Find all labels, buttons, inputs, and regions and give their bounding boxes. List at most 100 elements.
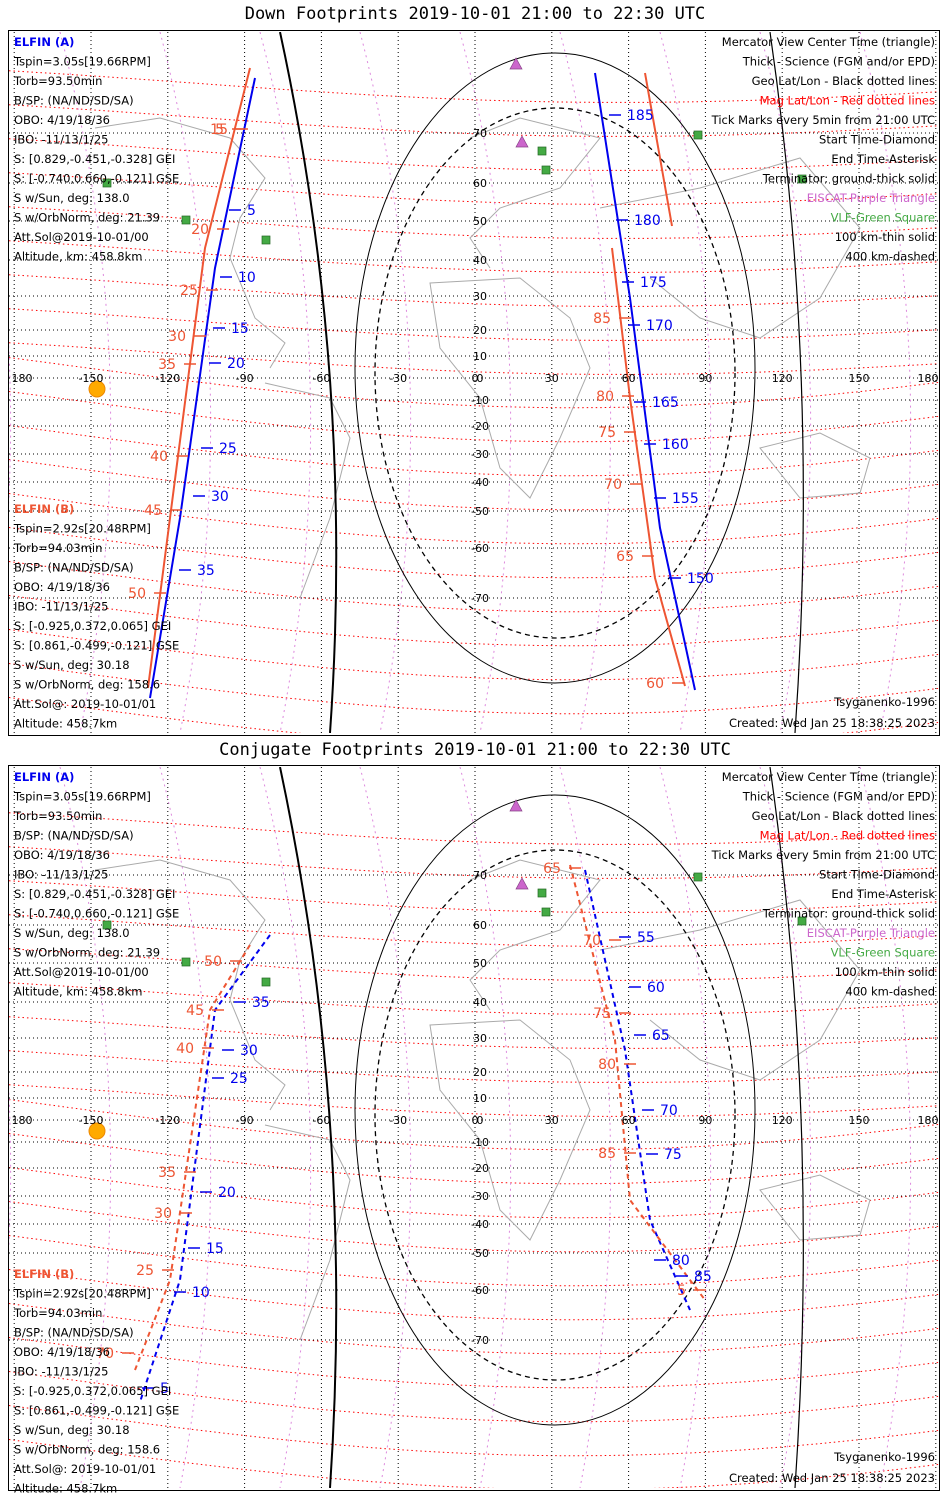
legend-line: Mag Lat/Lon - Red dotted lines (760, 829, 935, 843)
mag-lat-line (9, 1371, 939, 1423)
track-tick-label: 5 (247, 203, 256, 219)
track-tick-label: 80 (596, 389, 614, 405)
elfin-b-info-line: OBO: 4/19/18/36 (14, 580, 110, 594)
elfin-b-info-line: Altitude: 458.7km (14, 717, 117, 731)
lat-tick-label: 60 (473, 919, 487, 932)
vlf-square-icon (537, 888, 547, 898)
vlf-square-icon (797, 916, 807, 926)
lon-tick-label: 180 (918, 372, 939, 385)
lat-tick-label: 50 (473, 215, 487, 228)
track-tick-label: 35 (158, 357, 176, 373)
track-tick-label: 25 (136, 1263, 154, 1279)
mag-lat-line (9, 342, 939, 375)
track-tick-label: 60 (646, 676, 664, 692)
elfin-a-info-line: IBO: -11/13/1/25 (14, 868, 108, 882)
lat-tick-label: -50 (471, 1247, 489, 1260)
track-elfin-a-west (149, 77, 256, 699)
elfin-b-info-line: S w/OrbNorm, deg: 158.6 (14, 1443, 160, 1457)
legend-line: Geo Lat/Lon - Black dotted lines (752, 809, 935, 823)
coastline (264, 1124, 351, 1341)
mag-lat-line (9, 1016, 939, 1049)
mag-lat-line (9, 629, 939, 681)
eiscat-triangle-icon (515, 877, 529, 890)
terminator-curve (769, 32, 804, 733)
mag-lat-line (9, 1133, 939, 1185)
elfin-b-info-line: IBO: -11/13/1/25 (14, 600, 108, 614)
elfin-a-info-line: S w/OrbNorm, deg: 21.39 (14, 211, 160, 225)
sun-icon (88, 1122, 106, 1140)
lat-tick-label: 30 (473, 1032, 487, 1045)
legend-line: VLF-Green Square (831, 211, 935, 225)
track-tick-label: 155 (672, 491, 699, 507)
mag-lat-line (9, 1167, 939, 1219)
legend-line: Mercator View Center Time (triangle) (722, 770, 935, 784)
coastline (429, 277, 591, 499)
coastline (759, 432, 871, 499)
track-elfin-b-west (147, 67, 251, 689)
legend-line: Terminator: ground-thick solid (762, 172, 935, 186)
mag-lat-line (9, 812, 939, 845)
track-elfin-b-west (134, 944, 251, 1371)
vlf-square-icon (797, 174, 807, 184)
track-tick-label: 10 (192, 1285, 210, 1301)
mag-lat-line (9, 274, 939, 307)
elfin-a-info-line: Tspin=3.05s[19.66RPM] (13, 790, 151, 804)
elfin-b-info-line: Att.Sol@: 2019-10-01/01 (14, 1462, 156, 1476)
elfin-b-info-line: B/SP: (NA/ND/SD/SA) (14, 561, 134, 575)
terminator-curve (769, 767, 804, 1488)
mag-lon-line (159, 767, 212, 1488)
mag-lon-line (59, 767, 112, 1488)
elfin-a-info-line: S: [-0.740,0.660,-0.121] GSE (14, 172, 179, 186)
lon-tick-label: 30 (545, 1114, 559, 1127)
track-tick-label: 15 (206, 1241, 224, 1257)
eiscat-triangle-icon (509, 799, 523, 812)
lon-tick-label: 0 (472, 1114, 479, 1127)
elfin-a-info-line: Torb=93.50min (13, 809, 102, 823)
track-tick-label: 70 (96, 1346, 114, 1362)
elfin-b-info-line: Att.Sol@: 2019-10-01/01 (14, 697, 156, 711)
model-label: Tsyganenko-1996 (833, 695, 935, 709)
lat-tick-label: -40 (471, 1218, 489, 1231)
lon-tick-label: 30 (545, 372, 559, 385)
lat-tick-label: -40 (471, 476, 489, 489)
elfin-a-info-line: S w/Sun, deg: 138.0 (14, 926, 130, 940)
track-tick-label: 5 (677, 1283, 686, 1299)
elfin-a-info-line: Tspin=3.05s[19.66RPM] (13, 55, 151, 69)
legend-line: EISCAT-Purple Triangle (807, 926, 935, 940)
lon-tick-label: 180 (12, 1114, 33, 1127)
mag-lat-line (9, 70, 939, 103)
track-tick-label: 70 (604, 477, 622, 493)
lat-tick-label: -70 (471, 592, 489, 605)
elfin-b-info-line: S: [0.861,-0.499,-0.121] GSE (14, 639, 179, 653)
mag-lat-line (9, 982, 939, 1015)
elfin-a-title: ELFIN (A) (14, 770, 74, 784)
map-frame-conjugate (8, 765, 940, 1491)
track-tick-label: 65 (616, 549, 634, 565)
mag-lat-line (9, 1439, 939, 1488)
legend-line: Tick Marks every 5min from 21:00 UTC (711, 113, 935, 127)
lat-tick-label: 10 (473, 1092, 487, 1105)
mag-lon-line (259, 32, 312, 733)
legend-line: 100 km-thin solid (835, 965, 935, 979)
elfin-b-info-line: B/SP: (NA/ND/SD/SA) (14, 1326, 134, 1340)
elfin-a-info-line: Torb=93.50min (13, 74, 102, 88)
created-timestamp: Created: Wed Jan 25 18:38:25 2023 (729, 716, 935, 730)
lon-tick-label: 0 (472, 372, 479, 385)
track-elfin-a-east (584, 869, 691, 1311)
elfin-a-title: ELFIN (A) (14, 35, 74, 49)
lat-tick-label: 10 (473, 350, 487, 363)
track-tick-label: 30 (168, 329, 186, 345)
coastline (94, 117, 286, 369)
mag-lat-line (9, 663, 939, 715)
lat-tick-label: 0 (477, 1114, 484, 1127)
lat-tick-label: 0 (477, 372, 484, 385)
track-tick-label: 35 (158, 1165, 176, 1181)
map-down: 180 -150 -120 -90 -60 -30 0 30 60 90 120 150 1807060… (9, 32, 939, 733)
track-tick-label: 185 (627, 108, 654, 124)
legend-line: Start Time-Diamond (819, 133, 935, 147)
mag-lon-line (9, 1086, 12, 1253)
map-conjugate: 180 -150 -120 -90 -60 -30 0 30 60 90 120 150 1807060… (9, 767, 939, 1496)
track-tick-label: 70 (583, 933, 601, 949)
track-tick-label: 170 (646, 318, 673, 334)
eiscat-triangle-icon (515, 135, 529, 148)
